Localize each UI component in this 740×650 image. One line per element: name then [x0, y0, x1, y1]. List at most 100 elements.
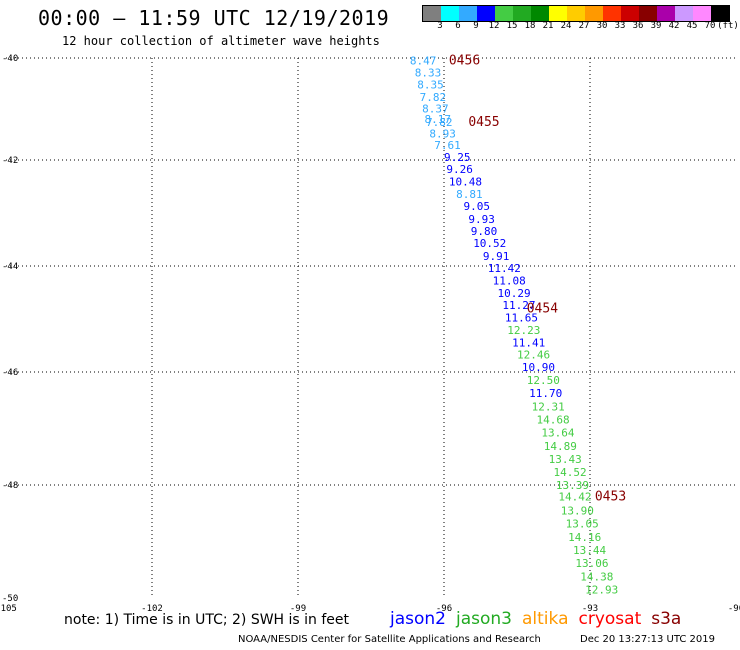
color-scale-label: 42	[668, 21, 680, 31]
wave-height-observations: 8.478.338.357.828.378.177.828.937.619.25…	[410, 55, 618, 597]
color-swatch-3	[477, 6, 495, 21]
wave-height-value: 9.80	[471, 225, 498, 238]
color-scale-label: 9	[473, 21, 479, 31]
map-grid	[6, 57, 736, 598]
wave-height-value: 13.43	[549, 453, 582, 466]
wave-height-value: 10.29	[498, 287, 531, 300]
wave-height-value: 14.89	[544, 440, 577, 453]
wave-height-value: 12.50	[527, 374, 560, 387]
credit-line: NOAA/NESDIS Center for Satellite Applica…	[238, 634, 541, 645]
wave-height-value: 9.93	[468, 213, 495, 226]
footer-note: note: 1) Time is in UTC; 2) SWH is in fe…	[64, 612, 350, 628]
y-tick-label: -46	[2, 368, 18, 378]
color-scale-label: 6	[455, 21, 461, 31]
wave-height-value: 14.68	[536, 413, 569, 426]
color-swatch-4	[495, 6, 513, 21]
x-tick-label: -90	[728, 604, 740, 614]
color-swatch-5	[513, 6, 531, 21]
mission-jason3: jason3	[456, 609, 512, 629]
color-swatch-14	[675, 6, 693, 21]
x-tick-label: -102	[141, 604, 163, 614]
mission-s3a: s3a	[651, 609, 682, 629]
color-swatch-7	[549, 6, 567, 21]
wave-height-value: 11.42	[488, 262, 521, 275]
color-scale-label: 18	[524, 21, 536, 31]
color-swatch-11	[621, 6, 639, 21]
time-label: 0455	[468, 115, 499, 130]
wave-height-value: 7.82	[426, 116, 453, 129]
color-scale-bar	[422, 5, 730, 22]
map-subtitle: 12 hour collection of altimeter wave hei…	[62, 34, 380, 48]
wave-height-value: 12.46	[517, 349, 550, 362]
color-scale-label: 15	[506, 21, 518, 31]
wave-height-value: 13.06	[575, 557, 608, 570]
mission-jason2: jason2	[390, 609, 446, 629]
color-scale-label: 33	[614, 21, 626, 31]
x-tick-label: -96	[436, 604, 452, 614]
color-swatch-16	[711, 6, 729, 21]
color-swatch-9	[585, 6, 603, 21]
color-scale-label: 39	[650, 21, 662, 31]
map-title: 00:00 – 11:59 UTC 12/19/2019	[38, 6, 390, 30]
wave-height-value: 8.47	[410, 55, 437, 68]
color-scale-label: 12	[488, 21, 500, 31]
color-scale-label: 21	[542, 21, 554, 31]
wave-height-value: 10.48	[449, 176, 482, 189]
mission-altika: altika	[522, 609, 569, 629]
wave-height-value: 13.44	[573, 544, 606, 557]
wave-height-value: 11.27	[502, 299, 535, 312]
wave-height-value: 9.05	[463, 200, 490, 213]
wave-height-value: 7.61	[434, 139, 461, 152]
color-scale-label: 30	[596, 21, 608, 31]
x-tick-label: -93	[582, 604, 598, 614]
wave-height-value: 14.16	[568, 531, 601, 544]
wave-height-value: 10.52	[473, 237, 506, 250]
wave-height-value: 12.93	[585, 584, 618, 597]
wave-height-value: 8.17	[425, 113, 452, 126]
wave-height-value: 14.52	[554, 466, 587, 479]
wave-height-value: 14.38	[580, 571, 613, 584]
x-tick-label: -105	[0, 604, 17, 614]
wave-height-value: 13.64	[541, 426, 574, 439]
wave-height-value: 13.05	[566, 517, 599, 530]
wave-height-value: 9.25	[444, 151, 471, 164]
time-label: 0454	[527, 301, 558, 316]
wave-height-value: 9.91	[483, 250, 510, 263]
wave-height-value: 13.39	[556, 479, 589, 492]
color-scale-label: 24	[560, 21, 572, 31]
wave-height-value: 8.93	[429, 127, 456, 140]
wave-height-value: 11.70	[529, 387, 562, 400]
color-swatch-13	[657, 6, 675, 21]
y-tick-label: -44	[2, 262, 18, 272]
color-scale-unit: (ft)	[717, 21, 739, 31]
color-swatch-6	[531, 6, 549, 21]
mission-legend: jason2 jason3 altika cryosat s3a	[390, 609, 691, 629]
time-labels: 0456 0455 0454 0453	[449, 54, 626, 505]
color-swatch-0	[423, 6, 441, 21]
color-swatch-1	[441, 6, 459, 21]
datestamp: Dec 20 13:27:13 UTC 2019	[580, 634, 715, 645]
mission-cryosat: cryosat	[578, 609, 642, 629]
wave-height-value: 9.26	[446, 163, 473, 176]
y-tick-label: -48	[2, 481, 18, 491]
wave-height-value: 11.08	[493, 274, 526, 287]
y-tick-label: -40	[2, 54, 18, 64]
color-swatch-2	[459, 6, 477, 21]
wave-height-value: 12.31	[532, 400, 565, 413]
color-scale-label: 27	[578, 21, 590, 31]
axis-tick-labels: -40 -42 -44 -46 -48 -50-105 -102 -99 -96 -93 -90	[0, 54, 740, 614]
wave-height-value: 13.90	[561, 504, 594, 517]
y-tick-label: -42	[2, 156, 18, 166]
color-swatch-12	[639, 6, 657, 21]
wave-height-value: 8.35	[417, 79, 444, 92]
color-scale-label: 45	[686, 21, 698, 31]
wave-height-value: 10.90	[522, 361, 555, 374]
color-swatch-8	[567, 6, 585, 21]
color-scale-label: 3	[437, 21, 443, 31]
wave-height-value: 8.37	[422, 102, 449, 115]
wave-height-value: 7.82	[420, 91, 447, 104]
color-swatch-15	[693, 6, 711, 21]
wave-height-value: 11.41	[512, 336, 545, 349]
wave-height-value: 14.42	[558, 490, 591, 503]
wave-height-value: 8.33	[415, 66, 442, 79]
